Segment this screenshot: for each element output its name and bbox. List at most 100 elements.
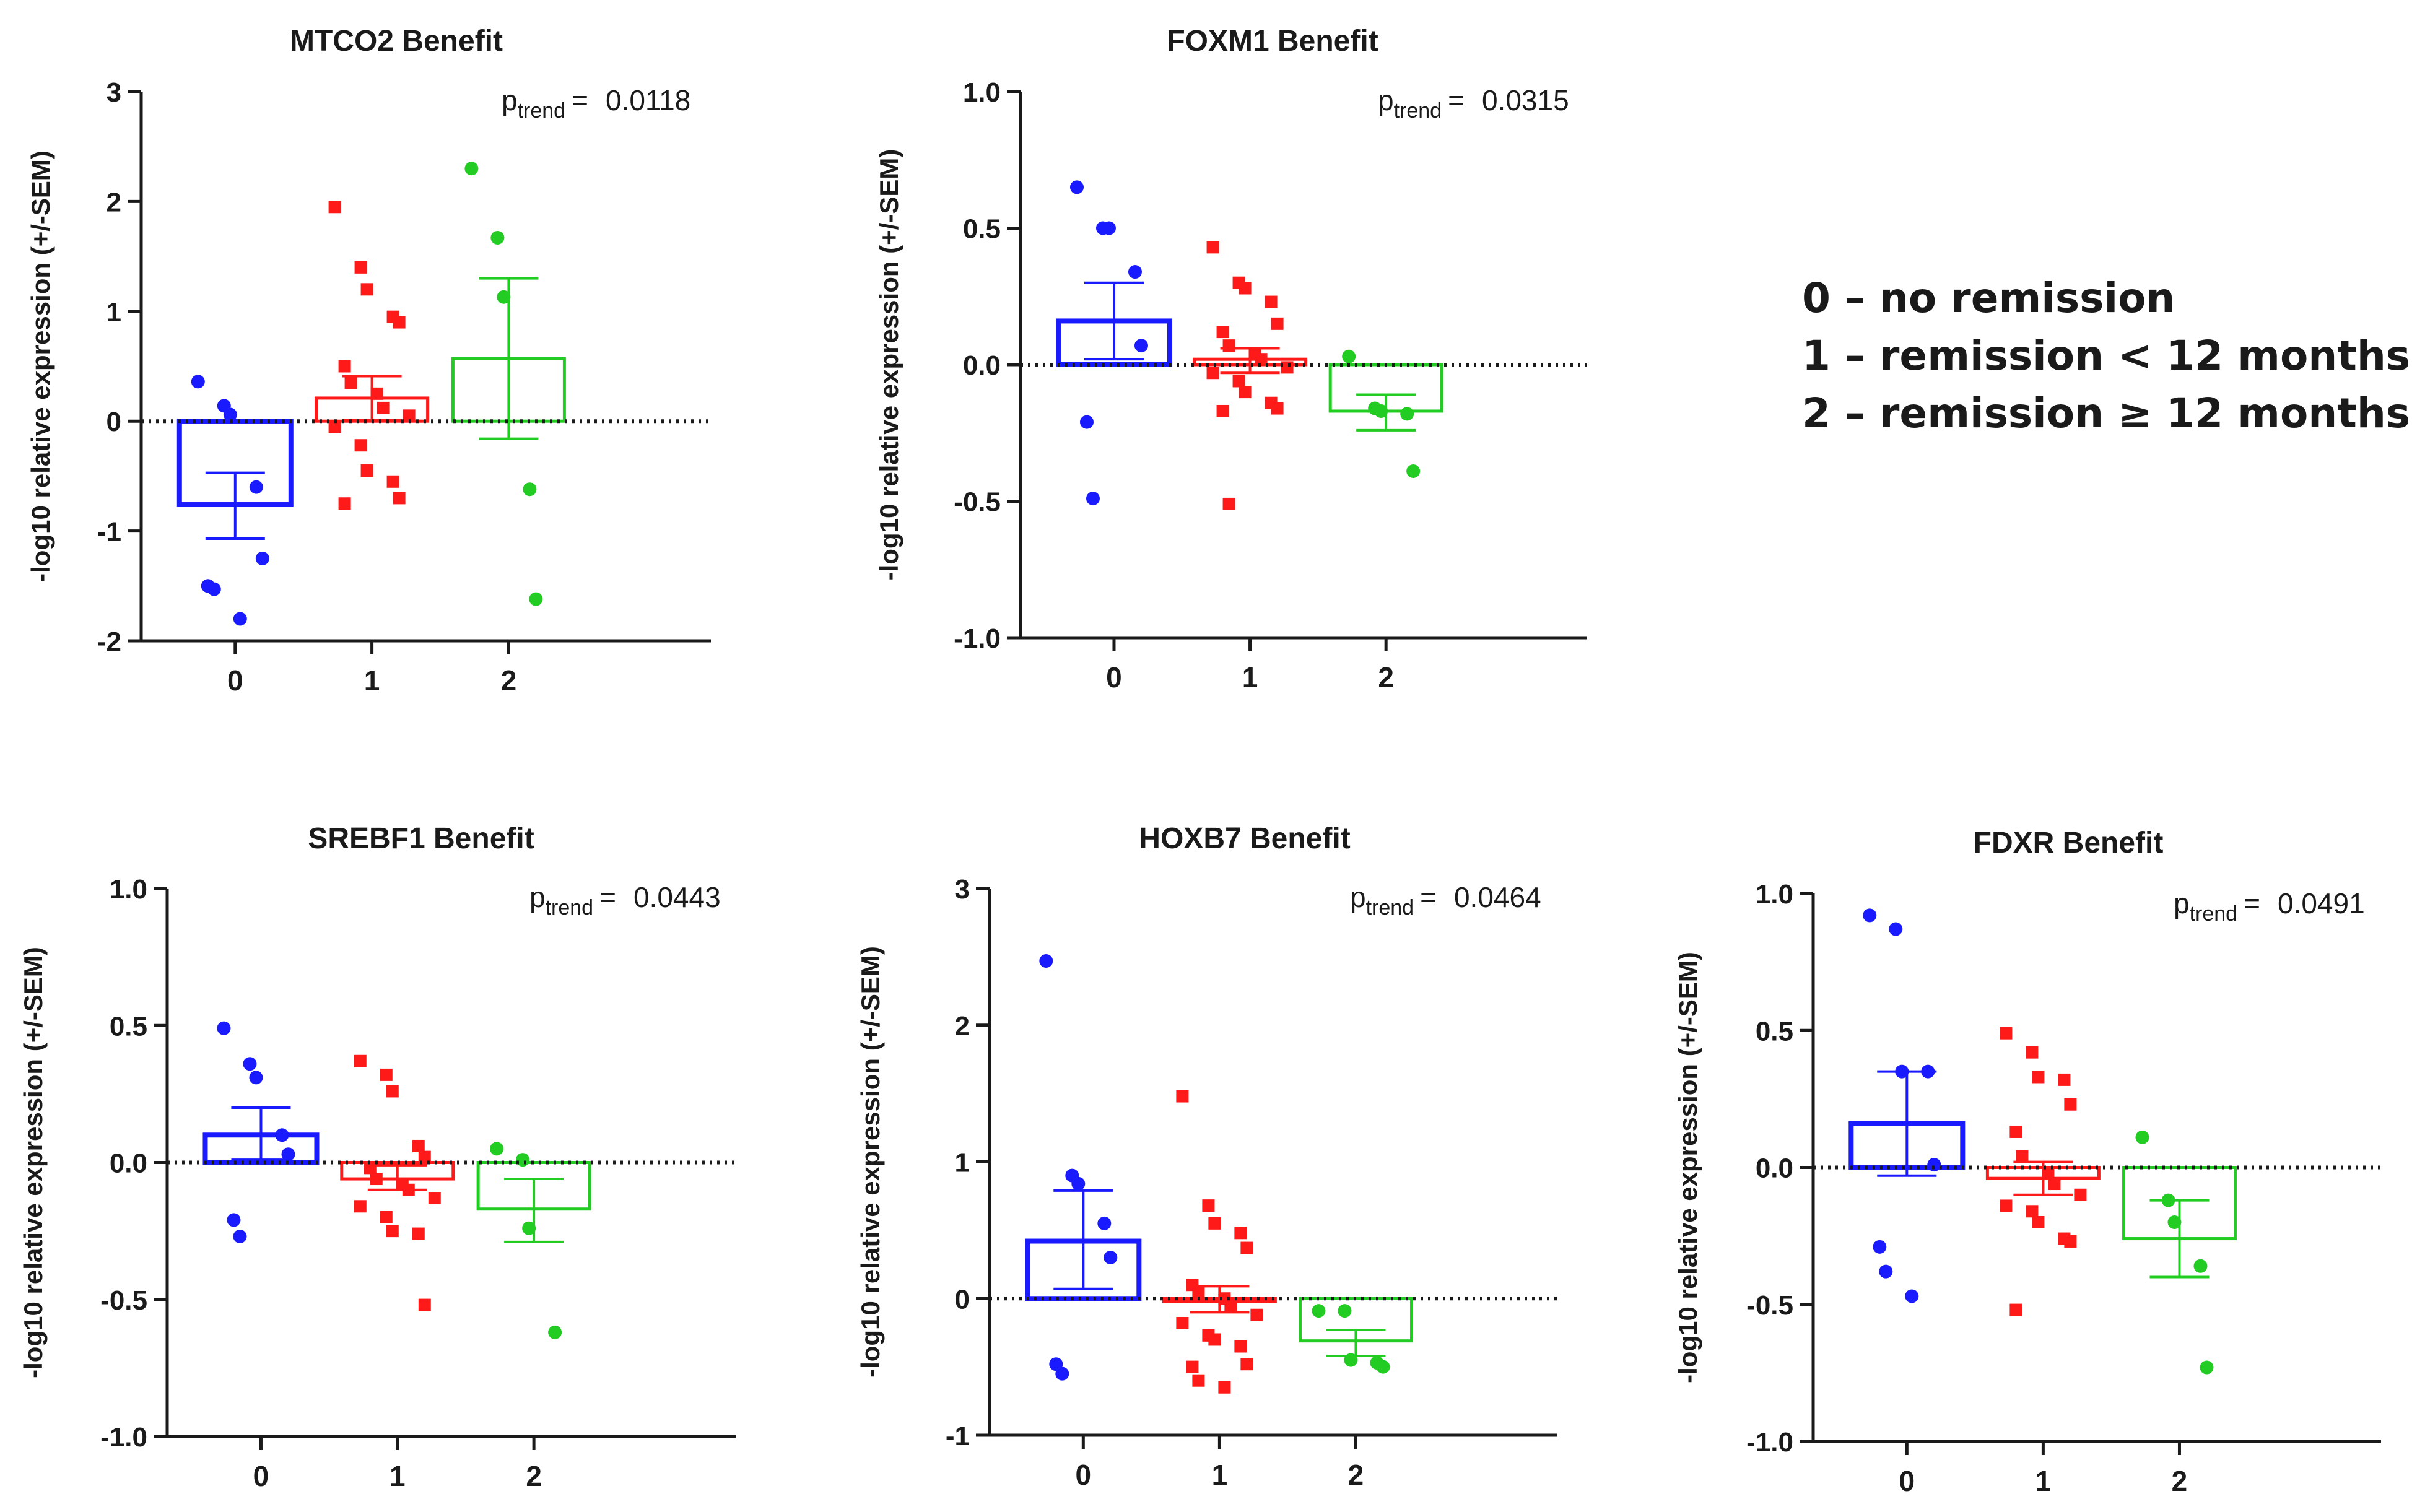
- y-tick-label: 0.0: [963, 350, 1001, 381]
- data-point-group-1: [1265, 295, 1278, 308]
- data-point-group-1: [354, 1200, 367, 1213]
- p-symbol: p: [1378, 84, 1394, 116]
- y-tick-label: -1: [97, 517, 121, 547]
- data-point-group-1: [1206, 367, 1219, 380]
- data-point-group-2: [1400, 407, 1414, 421]
- y-tick-label: 1.0: [963, 77, 1001, 108]
- data-point-group-1: [386, 1085, 399, 1098]
- chart-title: MTCO2 Benefit: [290, 25, 503, 58]
- data-point-group-1: [360, 464, 373, 477]
- data-point-group-0: [1102, 221, 1116, 235]
- x-tick-label: 2: [526, 1460, 542, 1492]
- y-tick-label: 1: [955, 1148, 970, 1178]
- data-point-group-1: [1224, 1299, 1237, 1312]
- data-point-group-2: [1406, 464, 1421, 478]
- x-tick-label: 0: [1106, 661, 1122, 693]
- data-point-group-1: [386, 1225, 399, 1238]
- y-tick-label: 2: [955, 1011, 970, 1041]
- y-tick-label: 0: [107, 407, 121, 437]
- data-point-group-1: [1192, 1285, 1205, 1298]
- data-point-group-2: [529, 592, 543, 606]
- data-point-group-1: [380, 1068, 393, 1081]
- x-tick-label: 2: [501, 664, 517, 697]
- data-point-group-1: [1222, 339, 1235, 352]
- data-point-group-1: [1176, 1316, 1189, 1329]
- p-subscript: trend: [1366, 896, 1414, 919]
- p-value: 0.0443: [633, 881, 721, 913]
- y-tick-label: -1.0: [954, 623, 1001, 654]
- data-point-group-2: [1312, 1304, 1326, 1318]
- p-equals: =: [1448, 84, 1465, 116]
- data-point-group-0: [1039, 954, 1053, 968]
- data-point-group-1: [386, 475, 399, 488]
- chart-title: SREBF1 Benefit: [308, 822, 534, 855]
- data-point-group-1: [418, 1150, 431, 1163]
- data-point-group-0: [207, 582, 221, 596]
- p-equals: =: [2244, 887, 2260, 919]
- data-point-group-0: [1097, 1216, 1112, 1230]
- data-point-group-0: [1055, 1366, 1069, 1381]
- data-point-group-1: [1186, 1360, 1199, 1373]
- data-point-group-1: [354, 261, 367, 274]
- data-point-group-1: [1206, 241, 1219, 254]
- data-point-group-1: [328, 201, 341, 214]
- data-point-group-2: [2193, 1259, 2208, 1273]
- p-symbol: p: [502, 84, 518, 116]
- x-tick-label: 2: [1348, 1459, 1364, 1491]
- x-tick-label: 1: [1212, 1459, 1228, 1491]
- data-point-group-0: [255, 551, 269, 565]
- p-equals: =: [1420, 881, 1437, 913]
- data-point-group-1: [370, 1173, 383, 1186]
- data-point-group-1: [354, 439, 367, 452]
- y-tick-label: 1.0: [1756, 879, 1793, 910]
- y-tick-label: -0.5: [100, 1285, 147, 1316]
- data-point-group-1: [1271, 402, 1284, 415]
- data-point-group-1: [412, 1139, 425, 1152]
- x-tick-label: 2: [2172, 1465, 2188, 1497]
- data-point-group-0: [1069, 180, 1084, 194]
- data-point-group-1: [2026, 1205, 2039, 1218]
- data-point-group-0: [191, 375, 205, 389]
- chart-panel-0: MTCO2 Benefit -log10 relative expression …: [26, 25, 711, 697]
- data-point-group-0: [223, 407, 237, 422]
- data-point-group-1: [418, 1298, 431, 1311]
- data-point-group-1: [338, 360, 351, 373]
- data-point-group-2: [1374, 404, 1388, 418]
- y-tick-label: 2: [107, 187, 121, 217]
- data-point-group-0: [1128, 265, 1142, 279]
- p-subscript: trend: [1394, 99, 1442, 123]
- x-tick-label: 0: [253, 1460, 269, 1492]
- x-tick-label: 1: [2035, 1465, 2052, 1497]
- data-point-group-1: [354, 1054, 367, 1067]
- chart-panel-2: SREBF1 Benefit -log10 relative expression…: [19, 822, 736, 1492]
- data-point-group-0: [1927, 1158, 1941, 1172]
- data-point-group-2: [464, 162, 479, 176]
- x-tick-label: 0: [1899, 1465, 1915, 1497]
- data-point-group-1: [1271, 317, 1284, 330]
- data-point-group-1: [360, 283, 373, 296]
- data-point-group-1: [2009, 1303, 2022, 1316]
- data-point-group-1: [2074, 1188, 2087, 1201]
- p-trend-label: ptrend = 0.0464: [1350, 881, 1541, 919]
- data-point-group-1: [1216, 326, 1229, 339]
- data-point-group-0: [1086, 492, 1100, 506]
- y-axis-label: -log10 relative expression (+/-SEM): [1673, 952, 1702, 1383]
- y-axis-label: -log10 relative expression (+/-SEM): [19, 947, 48, 1378]
- legend-item-2: 2 – remission ≥ 12 months: [1802, 389, 2411, 437]
- group-legend: 0 – no remission 1 – remission < 12 mont…: [1802, 269, 2410, 442]
- p-equals: =: [572, 84, 588, 116]
- p-trend-label: ptrend = 0.0118: [502, 84, 690, 123]
- y-tick-label: -2: [97, 627, 121, 657]
- x-tick-label: 2: [1378, 661, 1394, 693]
- data-point-group-2: [1338, 1304, 1352, 1318]
- p-value: 0.0464: [1454, 881, 1541, 913]
- p-value: 0.0315: [1482, 84, 1569, 116]
- data-point-group-1: [1240, 1358, 1253, 1371]
- data-point-group-1: [403, 409, 416, 422]
- data-point-group-1: [344, 376, 357, 389]
- data-point-group-1: [2026, 1046, 2039, 1059]
- data-point-group-1: [2032, 1071, 2045, 1084]
- chart-panel-3: HOXB7 Benefit -log10 relative expression …: [856, 822, 1557, 1491]
- p-subscript: trend: [518, 99, 566, 123]
- x-tick-label: 1: [364, 664, 380, 697]
